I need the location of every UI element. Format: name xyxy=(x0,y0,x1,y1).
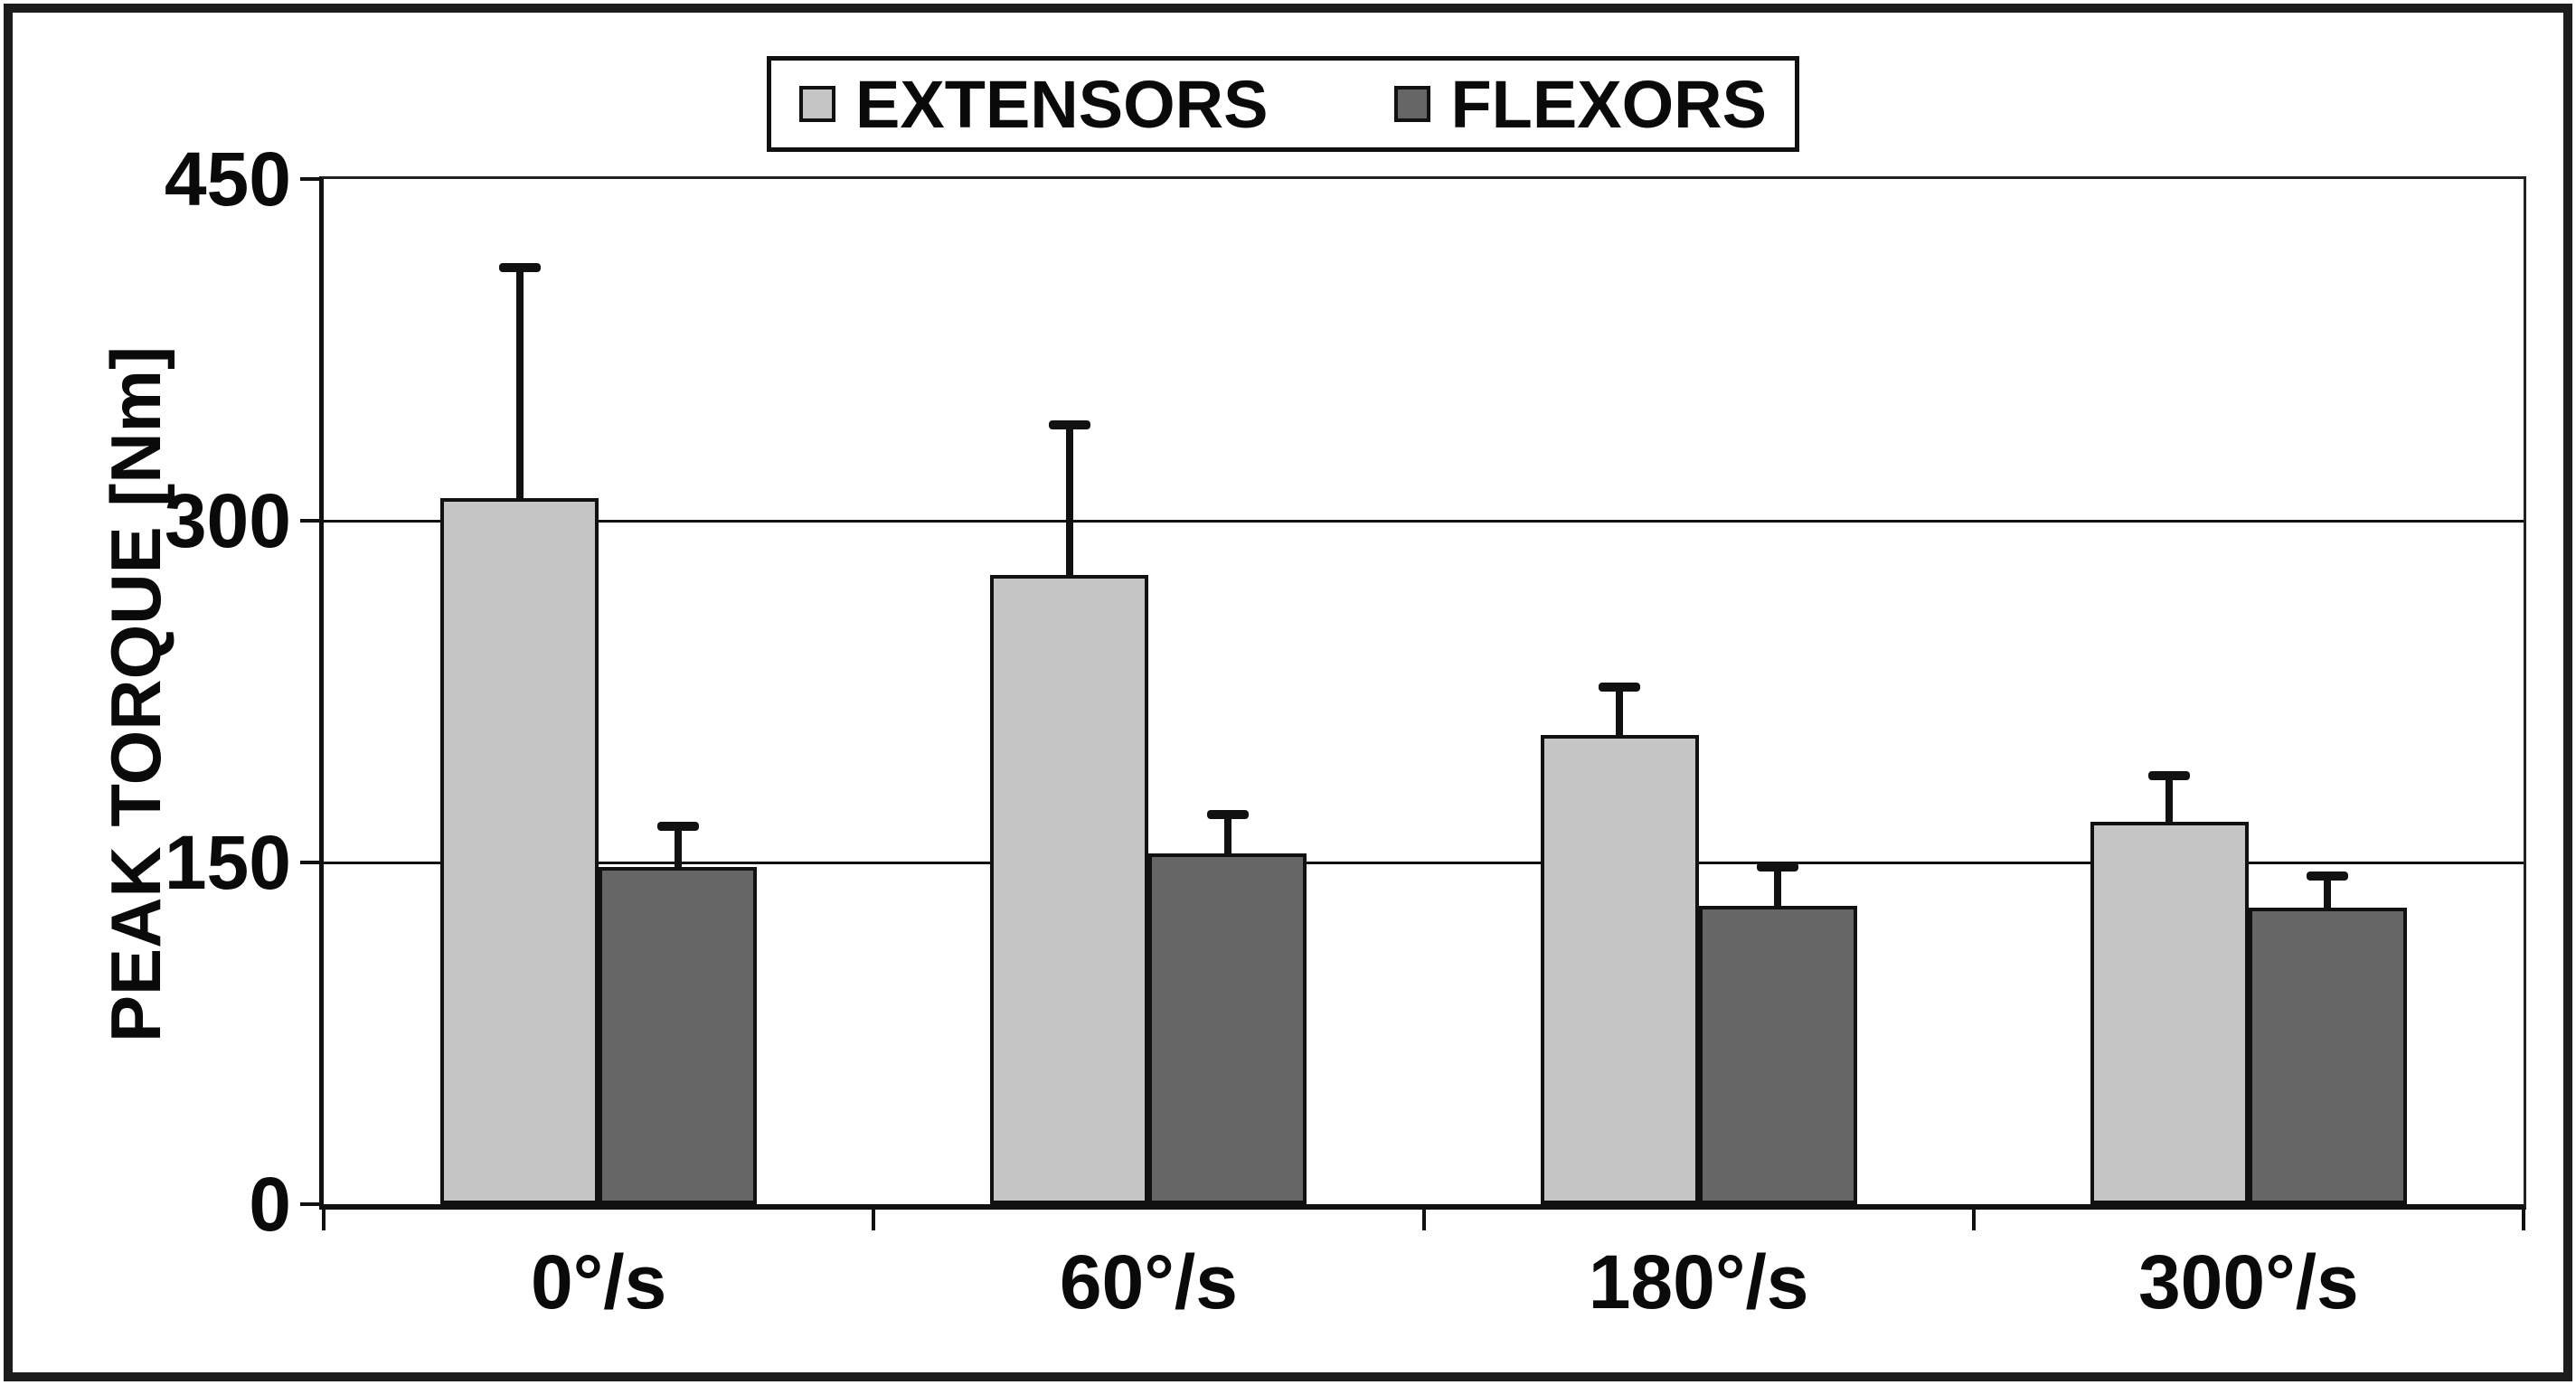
bar-extensors-180°/s xyxy=(1540,734,1699,1204)
y-tick-0 xyxy=(300,1202,324,1206)
error-bar-extensors-60°/s xyxy=(1065,425,1073,579)
legend-label-flexors: FLEXORS xyxy=(1450,66,1767,142)
bar-flexors-180°/s xyxy=(1698,905,1857,1204)
y-tick-label-300: 300 xyxy=(164,477,291,563)
x-tick-label-300°/s: 300°/s xyxy=(2137,1239,2359,1324)
error-bar-extensors-180°/s xyxy=(1616,686,1624,739)
x-tick-3 xyxy=(1971,1207,1976,1230)
error-bar-cap-flexors-60°/s xyxy=(1206,810,1249,820)
error-bar-cap-extensors-60°/s xyxy=(1048,420,1090,430)
legend-swatch-extensors xyxy=(799,86,836,122)
error-bar-extensors-300°/s xyxy=(2166,776,2174,825)
gridline-300 xyxy=(324,520,2524,523)
error-bar-flexors-300°/s xyxy=(2324,876,2332,912)
plot-area xyxy=(319,176,2526,1210)
x-tick-label-0°/s: 0°/s xyxy=(530,1239,667,1324)
bar-extensors-300°/s xyxy=(2090,821,2249,1204)
x-tick-1 xyxy=(872,1207,876,1230)
x-tick-2 xyxy=(1421,1207,1426,1230)
y-tick-label-0: 0 xyxy=(249,1161,291,1247)
y-tick-150 xyxy=(300,861,324,864)
legend-swatch-flexors xyxy=(1394,86,1431,122)
y-axis-title: PEAK TORQUE [Nm] xyxy=(95,346,175,1042)
error-bar-cap-flexors-300°/s xyxy=(2307,872,2349,881)
error-bar-flexors-180°/s xyxy=(1774,867,1782,909)
error-bar-flexors-0°/s xyxy=(674,825,682,872)
bar-flexors-0°/s xyxy=(599,867,758,1204)
y-tick-300 xyxy=(300,519,324,523)
bar-extensors-0°/s xyxy=(440,497,599,1204)
bar-extensors-60°/s xyxy=(990,575,1149,1204)
x-tick-label-180°/s: 180°/s xyxy=(1588,1239,1809,1324)
bar-flexors-60°/s xyxy=(1148,853,1307,1204)
y-tick-label-450: 450 xyxy=(164,136,291,221)
y-tick-450 xyxy=(300,177,324,181)
error-bar-flexors-60°/s xyxy=(1223,815,1231,857)
x-tick-0 xyxy=(322,1207,326,1230)
error-bar-cap-flexors-0°/s xyxy=(656,821,699,831)
error-bar-cap-extensors-300°/s xyxy=(2148,771,2191,781)
bar-flexors-300°/s xyxy=(2248,908,2407,1204)
error-bar-cap-flexors-180°/s xyxy=(1757,862,1799,872)
y-tick-label-150: 150 xyxy=(164,819,291,905)
legend: EXTENSORS FLEXORS xyxy=(767,56,1799,152)
legend-item-extensors: EXTENSORS xyxy=(799,66,1268,143)
x-tick-4 xyxy=(2522,1207,2525,1230)
error-bar-cap-extensors-180°/s xyxy=(1599,682,1641,692)
legend-label-extensors: EXTENSORS xyxy=(855,66,1269,142)
legend-item-flexors: FLEXORS xyxy=(1394,66,1767,143)
x-tick-label-60°/s: 60°/s xyxy=(1059,1239,1238,1324)
error-bar-extensors-0°/s xyxy=(515,268,524,502)
gridline-150 xyxy=(324,862,2524,864)
error-bar-cap-extensors-0°/s xyxy=(498,263,541,273)
